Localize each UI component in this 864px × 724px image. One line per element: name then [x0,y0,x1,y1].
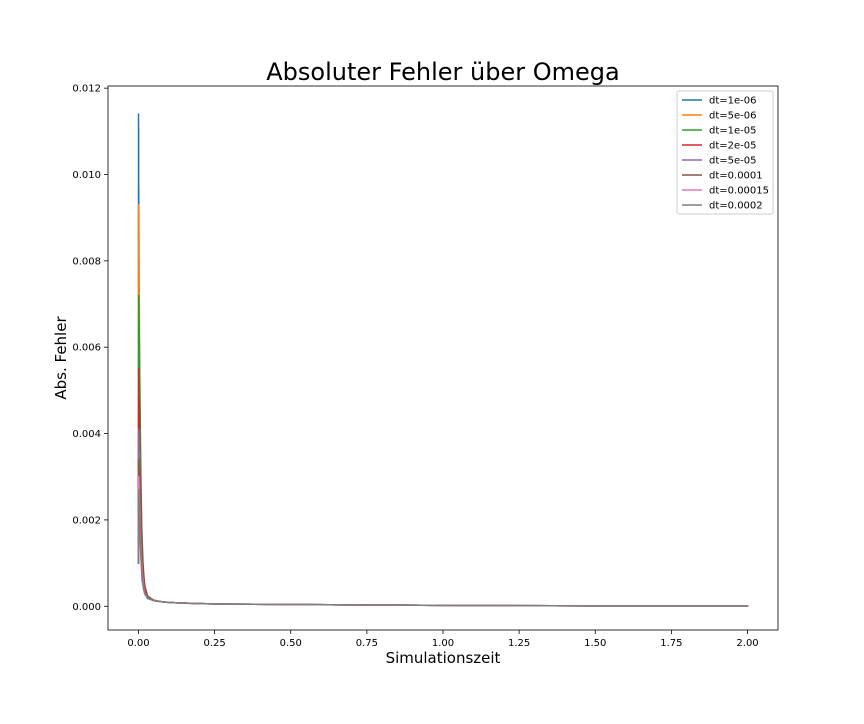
y-axis-label: Abs. Fehler [52,316,70,400]
legend-label: dt=0.0001 [709,171,763,182]
x-tick-label: 0.75 [356,638,378,649]
y-tick-label: 0.000 [72,602,101,613]
y-tick-label: 0.012 [72,84,101,95]
legend-label: dt=1e-06 [709,96,757,107]
x-tick-label: 0.50 [280,638,302,649]
x-tick-label: 1.25 [508,638,530,649]
legend-label: dt=2e-05 [709,141,757,152]
legend: dt=1e-06 dt=5e-06 dt=1e-05 dt=2e-05 dt=5e-05… [676,90,774,215]
x-tick-label: 1.00 [432,638,454,649]
y-tick-label: 0.010 [72,170,101,181]
x-tick-label: 1.50 [584,638,606,649]
y-tick-label: 0.006 [72,343,101,354]
legend-label: dt=5e-06 [709,111,757,122]
y-axis: 0.000 0.002 0.004 0.006 0.008 0.010 0.012 [72,84,108,613]
series-line-8 [137,488,749,607]
legend-label: dt=5e-05 [709,156,757,167]
x-tick-label: 0.25 [203,638,225,649]
y-tick-label: 0.004 [72,429,101,440]
x-axis-label: Simulationszeit [386,649,501,667]
x-tick-label: 2.00 [736,638,758,649]
y-tick-label: 0.008 [72,256,101,267]
chart-title: Absoluter Fehler über Omega [266,58,619,86]
x-tick-label: 1.75 [660,638,682,649]
legend-label: dt=0.00015 [709,186,769,197]
legend-label: dt=1e-05 [709,126,757,137]
legend-entries: dt=1e-06 dt=5e-06 dt=1e-05 dt=2e-05 dt=5e-05… [682,96,769,212]
x-tick-label: 0.00 [127,638,149,649]
y-tick-label: 0.002 [72,515,101,526]
series-layer [137,113,749,607]
legend-box [676,90,774,215]
legend-label: dt=0.0002 [709,201,763,212]
x-axis: 0.00 0.25 0.50 0.75 1.00 1.25 1.50 1.75 2.00 [127,630,759,649]
